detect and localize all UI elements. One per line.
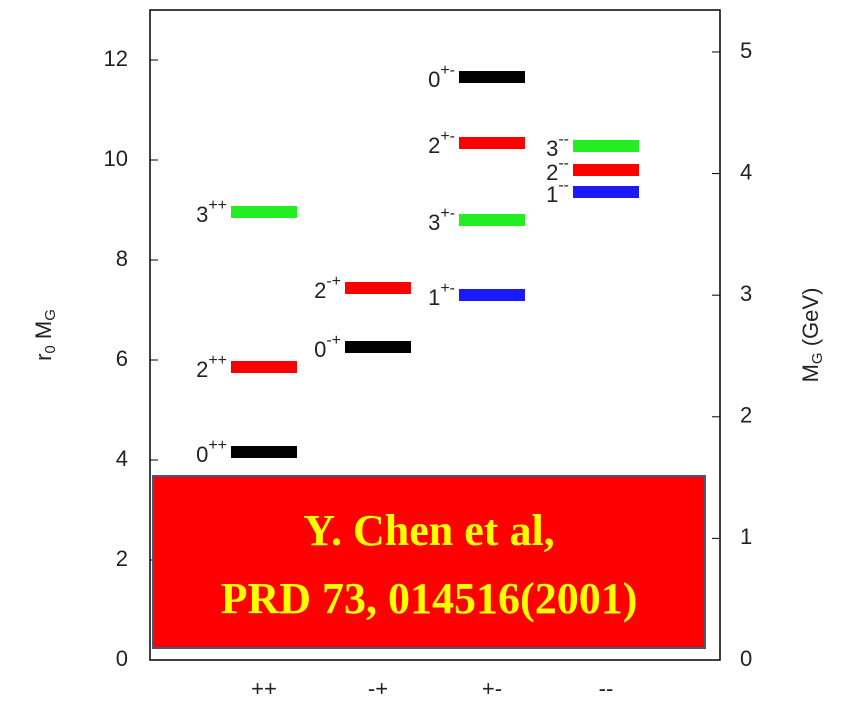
y2-tick-label: 2 (740, 403, 752, 428)
level-spin: 2 (196, 357, 208, 382)
level-pc: -+ (326, 273, 341, 290)
level-label: 2-- (546, 155, 569, 185)
level-spin: 2 (314, 278, 326, 303)
level-bar (231, 361, 297, 373)
level-bar (459, 289, 525, 301)
level-spin: 1 (428, 285, 440, 310)
level-spin: 0 (196, 442, 208, 467)
level-label: 3++ (196, 197, 227, 227)
annotation: PRD 73, 014516(2001) (221, 574, 638, 623)
level-spin: 1 (546, 182, 558, 207)
level-label: 2-+ (314, 273, 341, 303)
level-spin: 0 (428, 67, 440, 92)
level-spin: 3 (546, 136, 558, 161)
level-pc: +- (440, 205, 455, 222)
level-bar (459, 137, 525, 149)
level-bar (231, 206, 297, 218)
level-bar (459, 71, 525, 83)
level-pc: -- (558, 177, 569, 194)
level-pc: +- (440, 62, 455, 79)
y2-tick-label: 4 (740, 159, 752, 184)
level-bar (573, 140, 639, 152)
annotation-box (152, 475, 706, 649)
level-pc: +- (440, 280, 455, 297)
annotation: Y. Chen et al, (303, 506, 554, 555)
level-pc: -+ (326, 332, 341, 349)
plot-frame (149, 9, 721, 661)
y-tick-label: 4 (116, 446, 128, 471)
y2-tick-label: 0 (740, 646, 752, 671)
level-pc: ++ (208, 197, 227, 214)
level-label: 2+- (428, 128, 455, 158)
x-tick-label: -- (599, 676, 614, 701)
x-tick-label: ++ (251, 676, 277, 701)
level-label: 1-- (546, 177, 569, 207)
y-tick-label: 10 (104, 146, 128, 171)
y2-tick-label: 3 (740, 281, 752, 306)
level-spin: 2 (428, 133, 440, 158)
x-tick-label: -+ (368, 676, 388, 701)
level-label: 3-- (546, 131, 569, 161)
level-bar (231, 446, 297, 458)
y-tick-label: 2 (116, 546, 128, 571)
level-spin: 2 (546, 160, 558, 185)
level-bar (345, 341, 411, 353)
level-pc: -- (558, 131, 569, 148)
y2-axis-label: MG (GeV) (798, 288, 826, 383)
level-label: 0-+ (314, 332, 341, 362)
level-label: 3+- (428, 205, 455, 235)
y-tick-label: 8 (116, 246, 128, 271)
level-pc: ++ (208, 352, 227, 369)
level-pc: -- (558, 155, 569, 172)
y2-tick-label: 5 (740, 38, 752, 63)
level-label: 0+- (428, 62, 455, 92)
y-tick-label: 12 (104, 46, 128, 71)
level-bar (345, 282, 411, 294)
y2-tick-label: 1 (740, 524, 752, 549)
level-spin: 0 (314, 337, 326, 362)
y-tick-label: 0 (116, 646, 128, 671)
x-tick-label: +- (482, 676, 502, 701)
level-pc: +- (440, 128, 455, 145)
level-label: 0++ (196, 437, 227, 467)
level-label: 2++ (196, 352, 227, 382)
level-bar (573, 186, 639, 198)
level-pc: ++ (208, 437, 227, 454)
y-axis-label: r0 MG (31, 309, 59, 361)
level-spin: 3 (196, 202, 208, 227)
level-bar (459, 214, 525, 226)
y-tick-label: 6 (116, 346, 128, 371)
level-label: 1+- (428, 280, 455, 310)
level-bar (573, 164, 639, 176)
level-spin: 3 (428, 210, 440, 235)
